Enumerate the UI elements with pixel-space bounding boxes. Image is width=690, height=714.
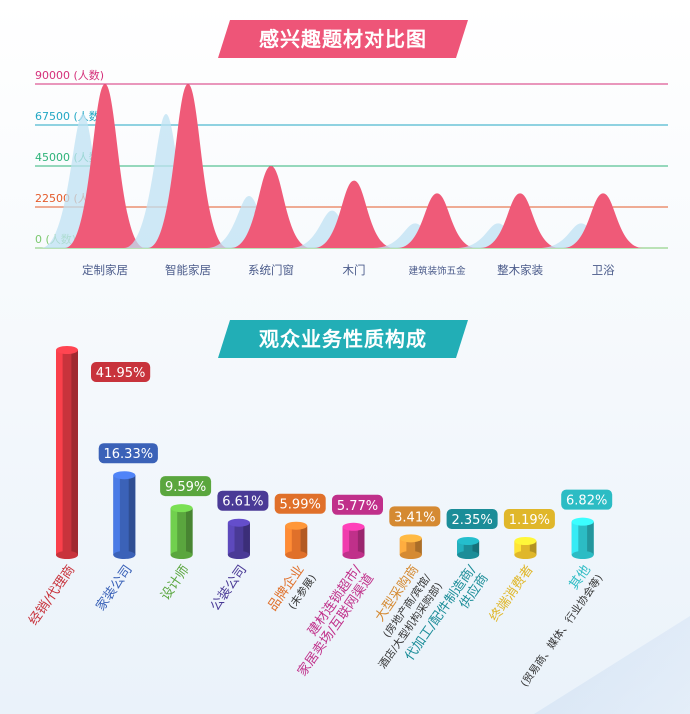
category-label: 公装公司 — [208, 563, 250, 614]
peak-1 — [65, 84, 145, 248]
bar-top — [170, 504, 193, 513]
bar-highlight — [170, 508, 178, 555]
x-tick-label: 卫浴 — [592, 263, 615, 277]
category-label-group: 公装公司 — [208, 563, 250, 614]
x-tick-label: 木门 — [343, 263, 366, 277]
value-label: 9.59% — [165, 480, 206, 495]
value-label: 6.61% — [222, 495, 263, 510]
y-tick-label: 67500 (人数) — [35, 110, 104, 123]
x-tick-label: 系统门窗 — [248, 263, 294, 277]
bar-bottom — [170, 551, 193, 559]
peak-7 — [563, 193, 644, 248]
category-sublabel: (贸易商、媒体、行业协会等) — [518, 572, 606, 689]
bar-top — [342, 522, 365, 531]
bar-bottom — [457, 551, 480, 559]
category-label-group: 经销/代理商 — [26, 563, 78, 628]
value-label: 3.41% — [394, 510, 435, 525]
value-label: 5.77% — [337, 499, 378, 514]
value-badge — [332, 494, 383, 515]
peak-4 — [314, 180, 395, 248]
bar-bottom — [113, 551, 136, 559]
peak-6 — [480, 193, 561, 248]
category-label-group: 终端消费者 — [486, 562, 536, 624]
value-badge — [274, 493, 326, 514]
bar-bottom — [514, 551, 537, 559]
bar-highlight — [571, 521, 579, 555]
bar-bottom — [571, 551, 594, 559]
value-badge — [217, 490, 269, 511]
bar-top — [227, 518, 250, 527]
category-label-group: 品牌企业(未参展) — [265, 562, 319, 614]
peak-3 — [231, 166, 312, 248]
category-label: 经销/代理商 — [26, 563, 78, 628]
value-badge — [91, 362, 151, 382]
bar-shade — [71, 350, 78, 555]
value-badge — [503, 509, 555, 529]
chart2-title: 观众业务性质构成 — [218, 320, 468, 358]
category-label: 终端消费者 — [486, 562, 536, 624]
bar-top — [457, 537, 480, 545]
category-label: 设计师 — [158, 563, 193, 604]
y-tick-label: 90000 (人数) — [35, 69, 104, 82]
value-label: 6.82% — [566, 494, 607, 509]
bar-highlight — [514, 541, 521, 555]
bar-bottom — [227, 551, 250, 559]
bar-shade — [529, 541, 537, 555]
bar-bottom — [342, 551, 365, 559]
bar-shade — [357, 526, 365, 555]
bar-shade — [186, 508, 193, 555]
value-badge — [98, 443, 158, 464]
bar-shade — [472, 541, 480, 555]
value-badge — [160, 476, 212, 497]
bar-top — [113, 471, 136, 480]
interest-area-chart: 90000 (人数)67500 (人数)45000 (人数)22500 (人数)… — [35, 69, 668, 277]
x-tick-label: 建筑装饰五金 — [409, 265, 467, 277]
value-label: 2.35% — [451, 513, 492, 528]
category-label-group: 设计师 — [158, 563, 193, 604]
value-badge — [389, 506, 441, 527]
bar-bottom — [399, 551, 422, 559]
bar-top — [285, 521, 308, 530]
peak-2 — [148, 84, 229, 248]
bar-highlight — [457, 541, 464, 555]
bar-bottom — [285, 551, 308, 559]
bar-top — [514, 537, 537, 545]
bar-highlight — [113, 475, 120, 555]
bar-highlight — [399, 538, 407, 555]
x-tick-label: 定制家居 — [82, 263, 128, 277]
bar-top — [399, 534, 422, 543]
bar-highlight — [227, 522, 235, 555]
value-label: 5.99% — [280, 498, 321, 513]
x-tick-label: 整木家装 — [497, 263, 543, 277]
category-label-group: 家装公司 — [93, 562, 136, 614]
bar-highlight — [342, 526, 350, 555]
value-label: 41.95% — [96, 366, 146, 381]
bar-shade — [128, 475, 136, 555]
chart1-title: 感兴趣题材对比图 — [218, 20, 468, 58]
bar-highlight — [285, 525, 292, 555]
bar-top — [56, 346, 78, 354]
value-badge — [446, 509, 498, 529]
bar-shade — [243, 522, 250, 555]
x-tick-label: 智能家居 — [165, 263, 211, 277]
value-label: 16.33% — [104, 447, 154, 462]
peak-5 — [397, 193, 478, 248]
bar-shade — [587, 521, 594, 555]
bar-bottom — [56, 551, 78, 559]
bar-shade — [415, 538, 422, 555]
bar-highlight — [56, 350, 63, 555]
category-label: 家装公司 — [93, 562, 136, 614]
bar-shade — [300, 525, 308, 555]
value-badge — [561, 489, 613, 510]
value-label: 1.19% — [509, 513, 550, 528]
bar-top — [571, 517, 594, 526]
